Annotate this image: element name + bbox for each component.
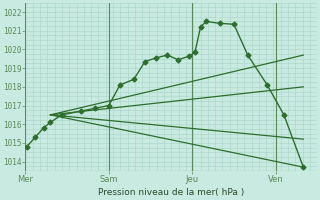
X-axis label: Pression niveau de la mer( hPa ): Pression niveau de la mer( hPa ) bbox=[98, 188, 244, 197]
